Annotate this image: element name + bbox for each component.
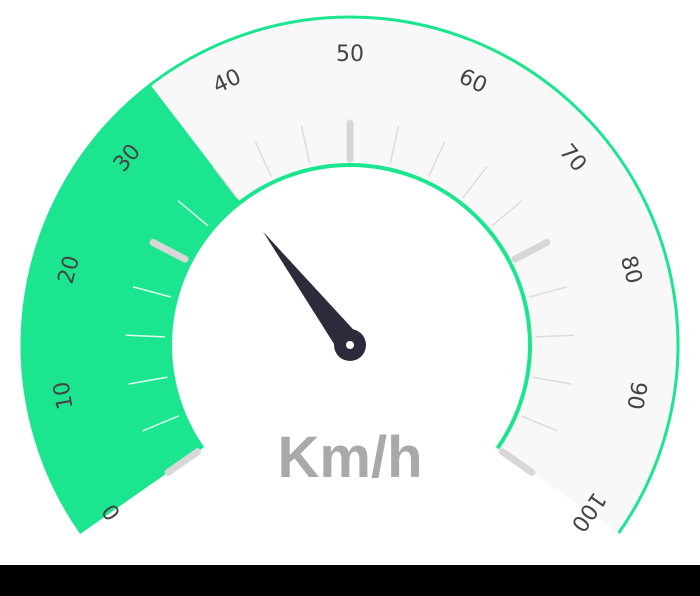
gauge-minor-tick xyxy=(212,166,238,199)
gauge-minor-tick xyxy=(389,125,400,165)
gauge-tick-label: 50 xyxy=(336,42,364,67)
gauge-tick-label: 10 xyxy=(49,379,78,411)
gauge-minor-tick xyxy=(427,141,446,178)
gauge-minor-tick xyxy=(254,141,273,178)
gauge-minor-tick xyxy=(300,125,311,165)
gauge-inner-rim xyxy=(168,163,532,450)
gauge-ticks xyxy=(125,119,575,476)
gauge-minor-tick xyxy=(462,166,488,199)
gauge-minor-tick xyxy=(142,415,179,432)
gauge-minor-tick xyxy=(132,286,172,298)
gauge-needle-hub-center xyxy=(346,341,354,349)
gauge-minor-tick xyxy=(128,376,168,385)
unit-label: Km/h xyxy=(278,425,423,490)
gauge-minor-tick xyxy=(535,334,575,338)
gauge-major-tick xyxy=(498,448,536,476)
gauge-outer-rim xyxy=(20,15,680,534)
gauge-minor-tick xyxy=(177,200,209,227)
gauge-minor-tick xyxy=(532,376,572,385)
gauge-major-tick xyxy=(511,238,551,263)
gauge-major-tick xyxy=(164,448,202,476)
gauge-minor-tick xyxy=(125,334,165,338)
gauge-needle xyxy=(262,231,361,353)
gauge-minor-tick xyxy=(528,286,568,298)
gauge-tick-label: 90 xyxy=(621,379,650,411)
gauge-major-tick xyxy=(149,238,189,263)
bottom-bar xyxy=(0,565,700,596)
gauge-minor-tick xyxy=(491,200,523,227)
gauge-minor-tick xyxy=(521,415,558,432)
